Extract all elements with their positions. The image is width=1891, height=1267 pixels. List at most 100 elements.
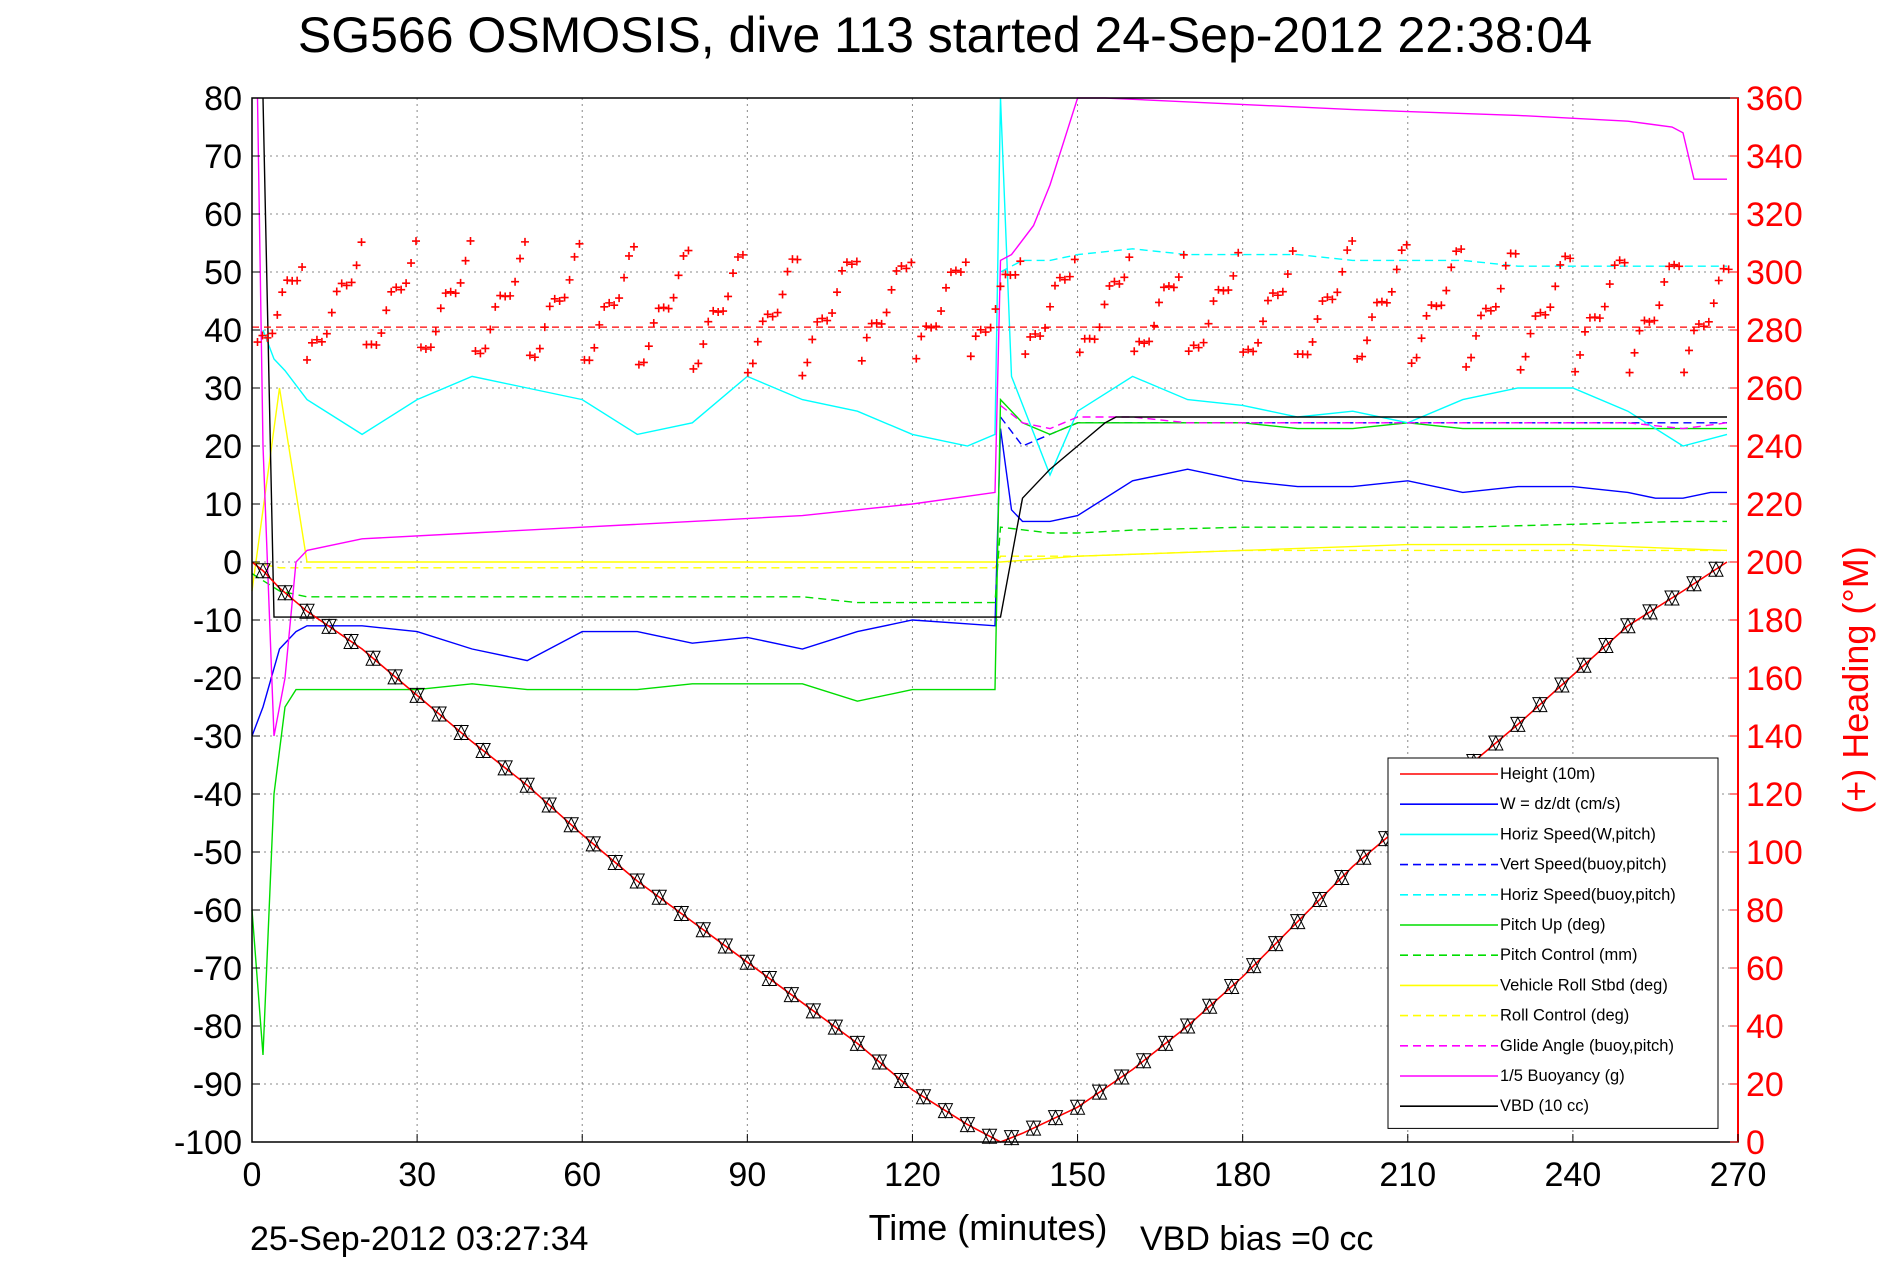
legend-entry: Pitch Control (mm) xyxy=(1500,946,1638,964)
height-marker xyxy=(519,777,535,794)
height-marker xyxy=(1135,1053,1152,1069)
heading-marker xyxy=(620,273,629,282)
heading-marker xyxy=(1660,277,1669,286)
heading-marker xyxy=(758,317,767,326)
heading-marker xyxy=(1402,240,1411,249)
height-marker xyxy=(1488,735,1504,752)
y2-tick-label: 80 xyxy=(1746,892,1784,930)
heading-marker xyxy=(1377,297,1386,306)
heading-marker xyxy=(1709,299,1718,308)
heading-marker xyxy=(961,258,970,267)
heading-marker xyxy=(649,318,658,327)
heading-marker xyxy=(1610,261,1619,270)
height-marker xyxy=(1179,1018,1196,1035)
heading-marker xyxy=(659,303,668,312)
heading-marker xyxy=(1174,273,1183,282)
series-line xyxy=(262,97,1728,477)
heading-marker xyxy=(1546,303,1555,312)
heading-marker xyxy=(1110,277,1119,286)
y-tick-label: -80 xyxy=(193,1008,242,1046)
heading-marker xyxy=(634,360,643,369)
height-marker xyxy=(1311,892,1328,908)
heading-marker xyxy=(610,301,619,310)
height-marker xyxy=(299,603,315,620)
heading-marker xyxy=(377,329,386,338)
series-line xyxy=(251,428,1727,737)
heading-marker xyxy=(1526,329,1535,338)
legend-entry: Horiz Speed(buoy,pitch) xyxy=(1500,886,1676,904)
heading-marker xyxy=(1640,316,1649,325)
heading-marker xyxy=(1442,286,1451,295)
x-tick-label: 150 xyxy=(1049,1156,1106,1194)
heading-marker xyxy=(1338,267,1347,276)
heading-marker xyxy=(1303,350,1312,359)
heading-marker xyxy=(1323,293,1332,302)
y2-tick-label: 60 xyxy=(1746,950,1784,988)
y2-tick-label: 320 xyxy=(1746,196,1803,234)
heading-marker xyxy=(1481,304,1490,313)
heading-marker xyxy=(307,338,316,347)
heading-marker xyxy=(540,323,549,332)
y-tick-label: 40 xyxy=(204,312,242,350)
heading-marker xyxy=(1254,338,1263,347)
height-marker xyxy=(1113,1069,1130,1086)
heading-marker xyxy=(714,308,723,317)
heading-marker xyxy=(337,279,346,288)
heading-marker xyxy=(1164,282,1173,291)
heading-marker xyxy=(729,269,738,278)
heading-marker xyxy=(1229,271,1238,280)
height-marker xyxy=(1532,697,1548,713)
height-marker xyxy=(1003,1130,1020,1146)
y-tick-label: -90 xyxy=(193,1066,242,1104)
heading-marker xyxy=(644,342,653,351)
heading-marker xyxy=(585,356,594,365)
heading-marker xyxy=(1199,338,1208,347)
y2-tick-label: 0 xyxy=(1746,1124,1765,1162)
heading-marker xyxy=(1130,347,1139,356)
heading-marker xyxy=(387,287,396,296)
y2-tick-label: 260 xyxy=(1746,370,1803,408)
heading-marker xyxy=(1353,354,1362,363)
y2-tick-label: 20 xyxy=(1746,1066,1784,1104)
height-marker xyxy=(695,922,712,938)
heading-marker xyxy=(382,306,391,315)
heading-marker xyxy=(1263,296,1272,305)
heading-marker xyxy=(1046,302,1055,311)
heading-marker xyxy=(704,317,713,326)
series-line xyxy=(262,97,1727,618)
height-marker xyxy=(1333,870,1350,886)
heading-marker xyxy=(996,282,1005,291)
y-tick-label: -10 xyxy=(193,602,242,640)
y-tick-label: -70 xyxy=(193,950,242,988)
heading-marker xyxy=(1531,312,1540,321)
y-tick-label: 30 xyxy=(204,370,242,408)
heading-marker xyxy=(689,364,698,373)
heading-marker xyxy=(1590,313,1599,322)
x-tick-label: 90 xyxy=(728,1156,766,1194)
heading-marker xyxy=(828,309,837,318)
heading-marker xyxy=(778,290,787,299)
heading-marker xyxy=(1041,323,1050,332)
legend-entry: Height (10m) xyxy=(1500,765,1595,783)
height-marker xyxy=(937,1103,954,1119)
series-line xyxy=(251,520,1727,604)
heading-marker xyxy=(1184,347,1193,356)
height-marker xyxy=(1223,979,1240,995)
heading-marker xyxy=(1541,310,1550,319)
heading-marker xyxy=(1724,265,1733,274)
heading-marker xyxy=(857,356,866,365)
heading-marker xyxy=(1100,300,1109,309)
heading-marker xyxy=(1581,327,1589,336)
heading-marker xyxy=(570,252,579,261)
heading-marker xyxy=(535,344,544,353)
heading-marker xyxy=(1496,284,1505,293)
height-marker xyxy=(1267,936,1284,952)
heading-marker xyxy=(639,358,648,367)
heading-marker xyxy=(1630,348,1639,357)
heading-marker xyxy=(709,306,718,315)
heading-marker xyxy=(392,283,401,292)
heading-marker xyxy=(1090,335,1099,344)
heading-marker xyxy=(1115,279,1124,288)
heading-marker xyxy=(327,308,336,317)
heading-marker xyxy=(813,317,822,326)
